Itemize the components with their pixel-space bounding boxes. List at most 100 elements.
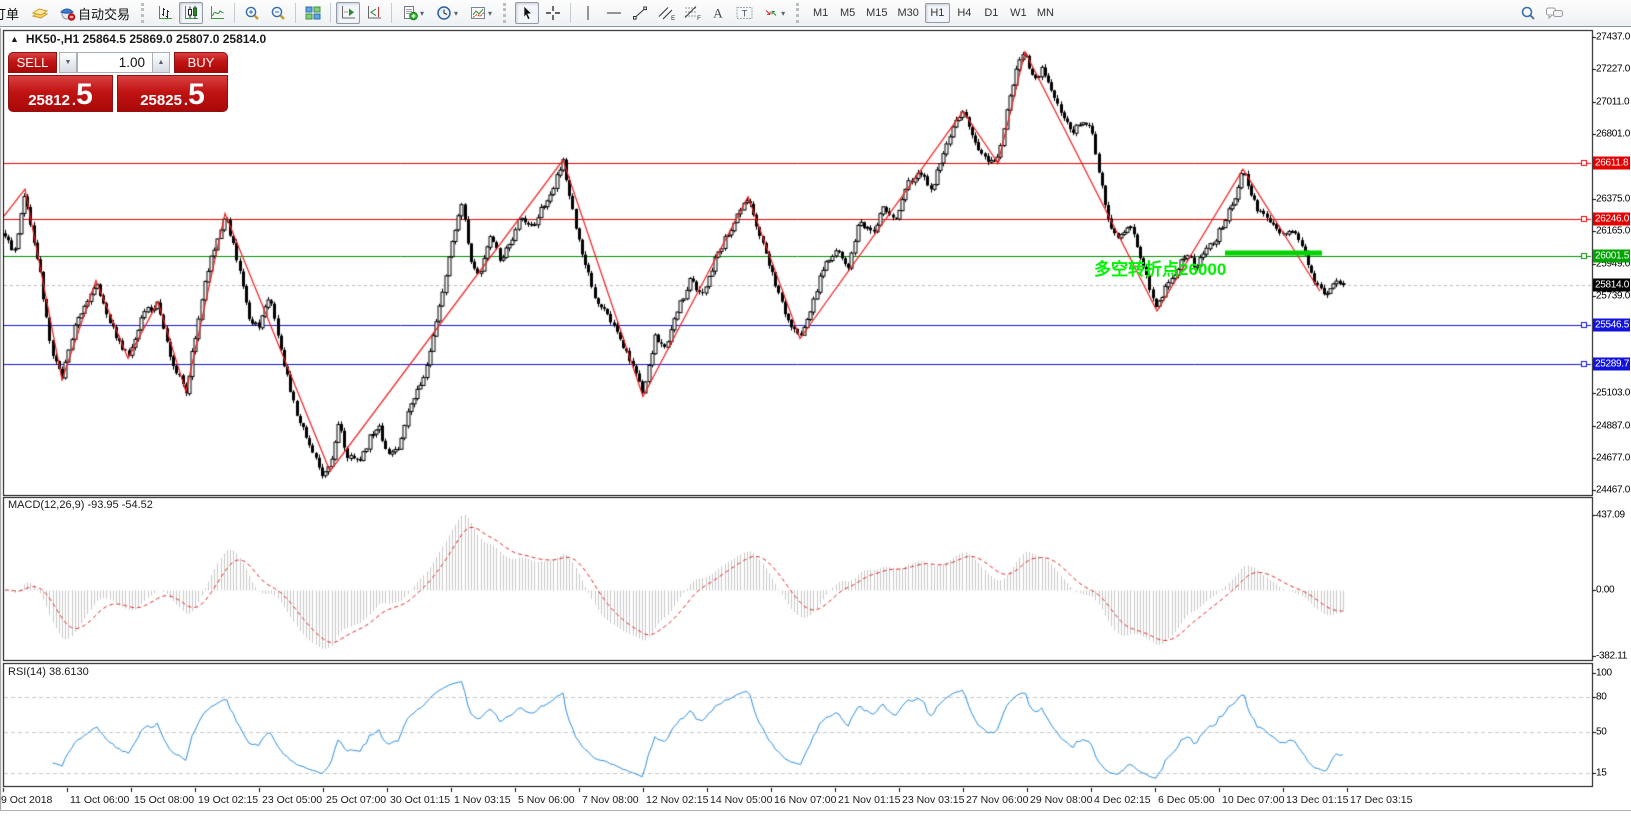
timeframe-h4-button[interactable]: H4	[957, 7, 972, 19]
hline-icon	[606, 5, 622, 21]
macd-axis-tick: 437.09	[1596, 509, 1625, 521]
price-axis-tick: 27227.0	[1596, 63, 1631, 75]
chart-shift-button[interactable]	[362, 2, 386, 24]
bar-chart-button[interactable]	[153, 2, 177, 24]
timeframe-m1-button[interactable]: M1	[812, 7, 829, 19]
new-order-button[interactable]: ▾	[397, 2, 429, 24]
zoom-out-button[interactable]	[266, 2, 290, 24]
sell-button[interactable]: SELL	[8, 52, 57, 73]
macd-axis-tick: 0.00	[1596, 584, 1615, 596]
svg-text:E: E	[671, 15, 676, 21]
timeframe-d1-button[interactable]: D1	[984, 7, 999, 19]
price-axis-tick: 24467.0	[1596, 484, 1631, 496]
sell-price-main: 25812	[28, 92, 70, 109]
text-label-button[interactable]: T	[732, 2, 756, 24]
timeframe-m15-button[interactable]: M15	[866, 7, 888, 19]
letter-a-icon: A	[710, 5, 726, 21]
toolbar-grip	[141, 3, 147, 23]
chevron-down-icon[interactable]: ▾	[454, 8, 459, 18]
chat-button[interactable]	[1542, 2, 1566, 24]
svg-text:A: A	[713, 6, 723, 21]
macd-axis-tick: -382.11	[1596, 650, 1628, 662]
letter-t-icon: T	[735, 5, 754, 21]
zoom-in-icon	[244, 5, 260, 21]
vertical-line-button[interactable]	[576, 2, 600, 24]
line-chart-icon	[209, 5, 226, 21]
toolbar-separator	[234, 3, 236, 23]
text-button[interactable]: A	[706, 2, 730, 24]
buy-price-fraction: 5	[188, 78, 205, 111]
time-axis-label: 15 Oct 08:00	[134, 794, 195, 806]
timeframe-w1-button[interactable]: W1	[1010, 7, 1027, 19]
chat-icon	[1545, 5, 1564, 21]
chevron-down-icon[interactable]: ▾	[781, 8, 786, 18]
timeframe-m30-button[interactable]: M30	[897, 7, 919, 19]
send-order-button[interactable]	[28, 2, 52, 24]
price-line-tag: 26611.8	[1593, 156, 1630, 170]
price-line-tag: 25814.0	[1593, 278, 1630, 292]
buy-price-main: 25825	[140, 92, 182, 109]
equidistant-channel-button[interactable]: E	[654, 2, 678, 24]
price-line-tag: 26001.5	[1593, 249, 1630, 263]
magnifier-icon	[1520, 5, 1536, 21]
sell-price-fraction: 5	[76, 78, 93, 111]
template-icon	[470, 5, 486, 21]
one-click-trading-panel: SELL ▼ 1.00 ▲ BUY 25812. 5 25825. 5	[8, 52, 230, 114]
auto-trading-icon	[59, 5, 76, 21]
toolbar-separator	[391, 3, 393, 23]
search-button[interactable]	[1516, 2, 1540, 24]
chart-title-text: HK50-,H1 25864.5 25869.0 25807.0 25814.0	[25, 32, 267, 46]
buy-price-button[interactable]: 25825. 5	[117, 75, 228, 112]
line-chart-button[interactable]	[205, 2, 229, 24]
buy-button[interactable]: BUY	[174, 52, 228, 73]
arrow-objects-button[interactable]: ▾	[758, 2, 790, 24]
price-axis-tick: 26801.0	[1596, 128, 1631, 140]
auto-trading-button[interactable]: 自动交易	[54, 2, 135, 24]
fibonacci-button[interactable]: F	[680, 2, 704, 24]
trendline-icon	[632, 5, 648, 21]
timeframe-m5-button[interactable]: M5	[839, 7, 856, 19]
zoom-out-icon	[270, 5, 286, 21]
auto-scroll-button[interactable]	[336, 2, 361, 24]
price-axis-tick: 26165.0	[1596, 225, 1631, 237]
buy-price-dot: .	[183, 92, 189, 109]
tiles-icon	[305, 5, 321, 21]
timeframe-h1-button[interactable]: H1	[924, 3, 950, 23]
timeframe-mn-button[interactable]: MN	[1036, 7, 1054, 19]
collapse-panel-icon[interactable]: ▲	[10, 34, 19, 44]
volume-increase-button[interactable]: ▲	[152, 52, 170, 73]
time-axis-label: 27 Nov 06:00	[966, 794, 1029, 806]
candles-icon	[183, 5, 200, 21]
chart-shift-icon	[366, 5, 383, 21]
candlestick-chart-button[interactable]	[179, 2, 204, 24]
volume-decrease-button[interactable]: ▼	[59, 52, 77, 73]
tile-windows-button[interactable]	[301, 2, 325, 24]
zoom-in-button[interactable]	[240, 2, 264, 24]
time-axis-label: 19 Oct 02:15	[198, 794, 259, 806]
svg-text:F: F	[697, 15, 701, 21]
vline-icon	[580, 5, 596, 21]
chart-annotation-text[interactable]: 多空转折点26000	[1094, 260, 1227, 279]
period-selector-button[interactable]: ▾	[431, 2, 463, 24]
toolbar: 订单 自动交易 ▾ ▾ ▾ E F A T ▾ M1 M5 M15 M30 H1 H4 D1 W1 MN	[0, 0, 1631, 27]
chevron-down-icon[interactable]: ▾	[420, 8, 425, 18]
volume-input[interactable]: 1.00	[77, 52, 153, 73]
chevron-down-icon[interactable]: ▾	[488, 8, 493, 18]
toolbar-separator	[295, 3, 297, 23]
cursor-button[interactable]	[515, 2, 540, 24]
horizontal-line-button[interactable]	[602, 2, 626, 24]
sell-price-button[interactable]: 25812. 5	[8, 75, 113, 112]
fibo-icon: F	[683, 5, 702, 21]
toolbar-separator	[570, 3, 572, 23]
chart-title: ▲ HK50-,H1 25864.5 25869.0 25807.0 25814.…	[10, 32, 266, 46]
orders-label[interactable]: 订单	[0, 6, 20, 22]
price-axis-tick: 25103.0	[1596, 387, 1631, 399]
sell-price-dot: .	[71, 92, 77, 109]
crosshair-button[interactable]	[541, 2, 565, 24]
window-bottom-divider	[0, 810, 1631, 811]
template-selector-button[interactable]: ▾	[465, 2, 497, 24]
time-axis-label: 12 Nov 02:15	[646, 794, 709, 806]
trend-line-button[interactable]	[628, 2, 652, 24]
time-axis-label: 17 Dec 03:15	[1350, 794, 1413, 806]
